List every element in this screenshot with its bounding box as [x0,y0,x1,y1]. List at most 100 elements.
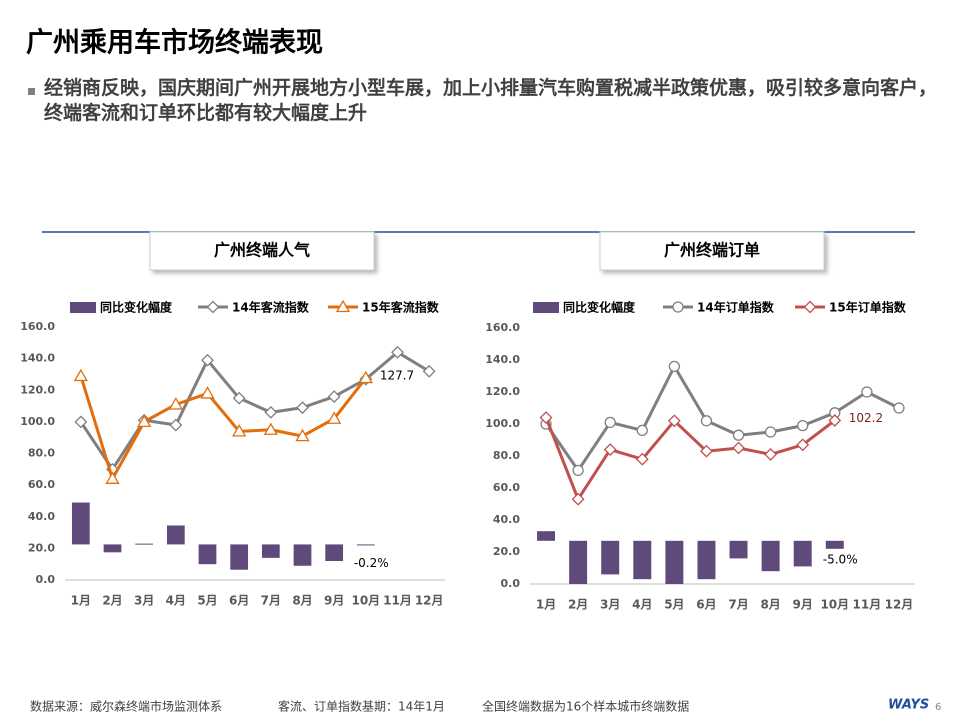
y-tick-label: 160.0 [20,320,55,333]
point-value-label: 102.2 [849,411,883,425]
bar [198,544,217,565]
x-tick-label: 5月 [664,598,684,612]
legend-marker [803,300,817,314]
x-tick-label: 1月 [536,598,556,612]
x-tick-label: 12月 [885,598,914,612]
point [74,415,88,429]
point [168,397,183,410]
point [169,418,183,432]
point [797,419,809,432]
legend-label: 15年订单指数 [829,300,907,315]
point [571,492,585,506]
point [200,386,215,399]
x-tick-label: 7月 [261,594,281,608]
point-value-label: 127.7 [380,369,414,383]
legend-swatch [533,302,559,313]
page-number: 6 [935,702,941,713]
y-tick-label: 40.0 [28,510,55,523]
y-tick-label: 0.0 [36,573,56,586]
point [105,471,120,484]
y-tick-label: 60.0 [493,481,520,494]
bar [601,540,620,575]
x-tick-label: 7月 [728,598,748,612]
y-tick-label: 0.0 [501,577,521,590]
x-tick-label: 9月 [793,598,813,612]
x-tick-label: 4月 [632,598,652,612]
point [700,415,713,427]
point [539,411,553,425]
y-tick-label: 140.0 [20,352,55,365]
bullet-box: 经销商反映，国庆期间广州开展地方小型车展，加上小排量汽车购置税减半政策优惠，吸引… [44,77,938,124]
footer-note: 全国终端数据为16个样本城市终端数据 [482,699,689,714]
chart-title-box [599,231,825,271]
x-tick-label: 8月 [760,598,780,612]
point [893,402,905,414]
x-tick-label: 10月 [820,598,849,612]
bullet-icon [28,88,35,95]
bar [665,540,684,584]
bullet-text: 经销商反映，国庆期间广州开展地方小型车展，加上小排量汽车购置税减半政策优惠，吸引… [44,77,938,124]
point [572,464,584,477]
y-tick-label: 40.0 [493,513,520,526]
point [828,414,842,427]
legend-label: 同比变化幅度 [563,300,636,315]
y-tick-label: 100.0 [485,417,520,430]
bar [103,544,122,553]
legend-label: 15年客流指数 [362,300,440,315]
x-tick-label: 12月 [415,594,444,608]
point [861,386,873,398]
series-line [544,417,836,501]
legend-marker [206,300,220,314]
legend-label: 14年客流指数 [232,300,310,315]
x-tick-label: 3月 [600,598,620,612]
y-tick-label: 120.0 [20,383,55,396]
point [732,441,745,455]
bar [166,525,185,545]
legend-swatch [70,302,96,313]
bar [793,540,812,567]
y-tick-label: 20.0 [493,545,520,558]
point [296,401,309,415]
y-tick-label: 100.0 [20,415,55,428]
bar-value-label: -5.0% [823,552,858,566]
x-tick-label: 11月 [853,598,882,612]
series-line [79,375,368,481]
x-tick-label: 4月 [166,594,186,608]
bar [71,502,90,545]
point [667,414,681,428]
bar [230,544,249,570]
legend-label: 14年订单指数 [697,300,775,315]
y-tick-label: 160.0 [485,321,520,334]
footer-source: 数据来源：威尔森终端市场监测体系 [30,699,222,714]
bar [697,540,716,580]
y-tick-label: 80.0 [493,449,520,462]
bar [325,544,344,562]
point [201,353,214,367]
bar [537,531,556,541]
footer-base: 客流、订单指数基期：14年1月 [278,699,445,714]
logo: WAYS [888,698,929,713]
bar [761,540,780,572]
y-tick-label: 80.0 [28,447,55,460]
x-tick-label: 8月 [292,594,312,608]
bar [293,544,312,566]
bar [261,544,280,558]
point [796,438,810,452]
point [358,370,373,384]
point [391,345,404,359]
point [764,426,777,438]
x-tick-label: 2月 [102,594,122,608]
x-tick-label: 6月 [696,598,716,612]
point [263,422,278,435]
point [635,452,649,466]
bar [569,540,588,584]
x-tick-label: 1月 [71,594,91,608]
point [764,447,778,461]
bar [135,543,154,545]
y-tick-label: 120.0 [485,385,520,398]
point [636,424,648,437]
x-tick-label: 5月 [197,594,217,608]
point [232,424,247,437]
x-tick-label: 6月 [229,594,249,608]
